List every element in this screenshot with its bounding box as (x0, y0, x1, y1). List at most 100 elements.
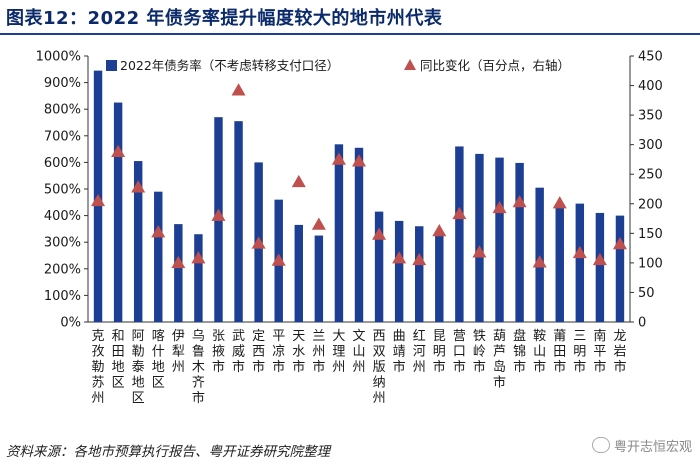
left-tick-label: 400% (44, 209, 81, 224)
right-tick-label: 150 (638, 227, 663, 242)
category-label: 天水市 (292, 329, 305, 375)
right-tick-label: 0 (638, 316, 646, 331)
marker-13 (331, 152, 346, 165)
bar-18 (435, 232, 444, 322)
category-label: 三明市 (573, 329, 586, 375)
marker-18 (432, 223, 447, 237)
bar-27 (615, 215, 625, 322)
bar-22 (515, 162, 524, 322)
left-tick-label: 200% (44, 262, 81, 277)
marker-6 (191, 251, 206, 264)
left-tick-label: 0% (60, 316, 81, 331)
category-label: 阿勒泰地区 (132, 329, 145, 406)
marker-15 (372, 227, 387, 240)
marker-24 (552, 196, 567, 209)
left-tick-label: 1000% (36, 50, 81, 65)
right-tick-label: 250 (638, 168, 663, 183)
bar-16 (394, 220, 404, 322)
category-label: 定西市 (252, 329, 265, 375)
marker-20 (472, 245, 487, 258)
right-tick-label: 200 (638, 197, 663, 212)
bar-3 (133, 161, 143, 322)
chart-title: 图表12：2022 年债务率提升幅度较大的地市州代表 (6, 8, 443, 29)
left-tick-label: 100% (44, 289, 81, 304)
category-label: 和田地区 (112, 329, 125, 391)
marker-11 (291, 174, 306, 188)
right-tick-label: 350 (638, 109, 663, 124)
marker-23 (532, 255, 547, 268)
category-label: 营口市 (453, 329, 466, 375)
category-label: 西双版纳州 (373, 329, 386, 406)
bar-26 (595, 212, 605, 322)
category-label: 克孜勒苏州 (92, 329, 105, 406)
category-label: 喀什地区 (152, 328, 165, 391)
legend-marker-icon (404, 59, 416, 70)
marker-17 (412, 252, 427, 266)
legend-bar-label: 2022年债务率（不考虑转移支付口径） (120, 58, 339, 73)
category-label: 大理州 (332, 329, 345, 375)
bar-24 (555, 204, 564, 322)
bar-20 (475, 153, 484, 322)
legend-marker-label: 同比变化（百分点，右轴） (420, 58, 570, 73)
bar-14 (354, 147, 364, 322)
category-label: 铁岭市 (473, 329, 486, 375)
category-label: 莆田市 (553, 329, 566, 375)
category-label: 龙岩市 (613, 329, 626, 375)
category-label: 伊犁州 (172, 329, 185, 375)
debt-ratio-chart: 0% 100% 200% 300% 400% 500% 600% 700% 800% 900% 10… (36, 50, 663, 407)
marker-9 (251, 236, 266, 249)
category-label: 兰州市 (312, 329, 325, 375)
marker-26 (592, 252, 607, 266)
bar-6 (194, 234, 203, 322)
source-note: 资料来源：各地市预算执行报告、粤开证券研究院整理 (6, 444, 330, 460)
category-label: 盘锦市 (513, 328, 526, 375)
watermark: 粤开志恒宏观 (591, 436, 692, 455)
bar-23 (535, 187, 544, 322)
bar-2 (113, 102, 123, 322)
category-label: 乌鲁木齐市 (192, 328, 205, 406)
marker-25 (572, 245, 587, 259)
category-label: 平凉市 (272, 329, 285, 375)
left-tick-label: 500% (44, 183, 81, 198)
marker-14 (352, 154, 366, 167)
marker-7 (211, 208, 226, 221)
category-label: 鞍山市 (533, 328, 546, 375)
wechat-icon (591, 437, 610, 453)
right-tick-label: 50 (638, 286, 655, 301)
category-label: 曲靖市 (393, 329, 406, 375)
bar-5 (174, 224, 183, 322)
bar-21 (495, 157, 504, 322)
category-label: 红河州 (413, 328, 426, 375)
left-tick-label: 900% (44, 76, 81, 91)
markers-layer (91, 83, 627, 269)
bar-17 (415, 226, 424, 322)
watermark-text: 粤开志恒宏观 (613, 440, 692, 455)
left-tick-label: 300% (44, 236, 81, 251)
marker-1 (91, 193, 106, 207)
category-label: 南平市 (593, 328, 606, 375)
category-label: 张掖市 (212, 329, 225, 375)
legend: 2022年债务率（不考虑转移支付口径） 同比变化（百分点，右轴） (106, 58, 570, 73)
category-label: 文山州 (352, 329, 365, 375)
category-label: 武威市 (232, 329, 245, 375)
marker-4 (151, 225, 166, 238)
category-label: 葫芦岛市 (493, 329, 506, 391)
marker-3 (131, 180, 146, 193)
bar-12 (314, 235, 324, 322)
category-label: 昆明市 (433, 329, 446, 375)
marker-21 (492, 200, 507, 214)
marker-22 (512, 195, 527, 208)
bar-13 (334, 144, 344, 322)
right-tick-label: 400 (638, 79, 663, 94)
bar-19 (455, 146, 464, 322)
left-tick-label: 800% (44, 103, 81, 118)
bar-15 (374, 211, 384, 322)
marker-8 (231, 83, 246, 96)
axes-layer: 0% 100% 200% 300% 400% 500% 600% 700% 800% 900% 10… (36, 50, 663, 407)
title-divider (0, 33, 700, 35)
marker-19 (452, 206, 467, 220)
left-tick-label: 600% (44, 156, 81, 171)
bars-layer (93, 70, 625, 323)
bar-25 (575, 203, 585, 322)
bar-11 (294, 224, 303, 322)
